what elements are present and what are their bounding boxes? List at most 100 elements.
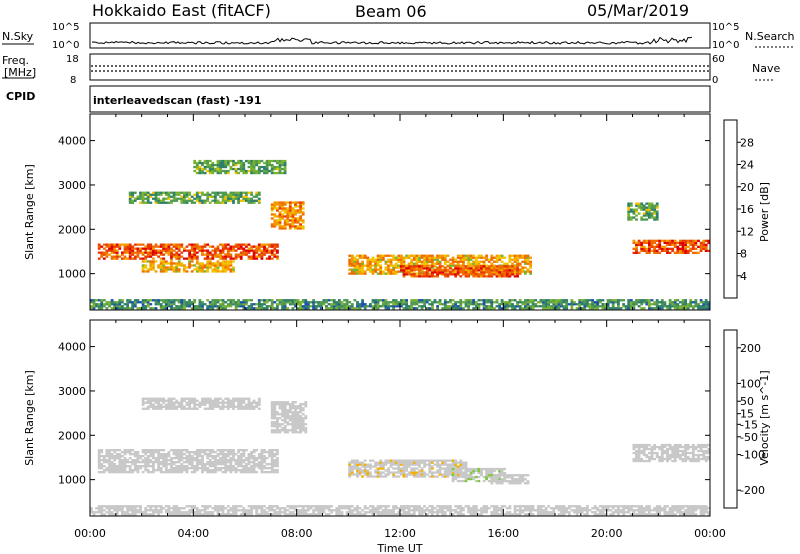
range-gate-cell <box>276 159 279 163</box>
range-gate-cell <box>697 443 700 447</box>
range-gate-cell <box>397 264 401 267</box>
range-gate-cell <box>648 241 651 244</box>
range-gate-cell <box>431 307 434 310</box>
range-gate-cell <box>162 253 166 256</box>
range-gate-cell <box>482 256 486 259</box>
range-gate-cell <box>394 305 398 308</box>
range-gate-cell <box>425 258 429 261</box>
range-gate-cell <box>167 397 171 400</box>
range-gate-cell <box>611 301 615 304</box>
range-gate-cell <box>216 505 220 508</box>
range-gate-cell <box>467 258 470 261</box>
range-gate-cell <box>555 299 558 302</box>
range-gate-cell <box>232 268 235 271</box>
range-gate-cell <box>477 305 481 308</box>
range-gate-cell <box>198 262 202 265</box>
range-gate-cell <box>128 461 132 464</box>
range-gate-cell <box>198 451 202 454</box>
range-gate-cell <box>133 455 137 458</box>
range-gate-cell <box>363 465 367 468</box>
range-gate-cell <box>216 299 220 302</box>
range-gate-cell <box>707 305 711 308</box>
range-gate-cell <box>190 397 194 400</box>
range-gate-cell <box>139 505 142 508</box>
range-gate-cell <box>663 241 667 244</box>
range-gate-cell <box>361 469 364 472</box>
range-gate-cell <box>188 403 191 406</box>
range-gate-cell <box>518 476 522 479</box>
range-gate-cell <box>224 266 228 269</box>
range-gate-cell <box>162 247 166 250</box>
range-gate-cell <box>115 245 119 248</box>
range-gate-cell <box>402 273 406 276</box>
range-gate-cell <box>265 243 269 246</box>
range-gate-cell <box>402 473 406 476</box>
range-gate-cell <box>175 270 179 273</box>
range-gate-cell <box>172 513 176 516</box>
range-gate-cell <box>655 251 659 254</box>
range-gate-cell <box>229 165 233 169</box>
range-gate-cell <box>203 201 207 204</box>
range-gate-cell <box>152 511 155 514</box>
range-gate-cell <box>384 461 388 464</box>
range-gate-cell <box>451 269 455 272</box>
range-gate-cell <box>299 205 302 208</box>
range-gate-cell <box>425 463 429 466</box>
range-gate-cell <box>188 299 191 302</box>
range-gate-cell <box>232 513 235 516</box>
range-gate-cell <box>487 301 491 304</box>
range-gate-cell <box>635 247 638 250</box>
range-gate-cell <box>547 299 550 302</box>
range-gate-cell <box>376 256 380 259</box>
range-gate-cell <box>562 307 566 310</box>
range-gate-cell <box>498 258 501 261</box>
range-gate-cell <box>177 471 181 474</box>
range-gate-cell <box>257 245 261 248</box>
range-gate-cell <box>286 431 290 434</box>
range-gate-cell <box>180 507 184 510</box>
range-gate-cell <box>681 243 685 246</box>
range-gate-cell <box>268 169 271 173</box>
range-gate-cell <box>369 463 372 466</box>
range-gate-cell <box>653 218 656 221</box>
range-gate-cell <box>180 397 184 400</box>
range-gate-cell <box>642 241 646 244</box>
range-gate-cell <box>286 415 290 418</box>
range-gate-cell <box>658 241 662 244</box>
range-gate-cell <box>392 256 395 259</box>
range-gate-cell <box>113 469 117 472</box>
range-gate-cell <box>273 411 277 414</box>
range-gate-cell <box>456 273 460 276</box>
range-gate-cell <box>438 262 442 265</box>
range-gate-cell <box>183 461 186 464</box>
range-gate-cell <box>175 245 179 248</box>
range-gate-cell <box>229 270 233 273</box>
range-gate-cell <box>278 423 282 426</box>
range-gate-cell <box>229 403 233 406</box>
range-gate-cell <box>198 247 202 250</box>
range-gate-cell <box>480 467 483 471</box>
range-gate-cell <box>278 417 282 420</box>
range-gate-cell <box>684 251 687 254</box>
range-gate-cell <box>239 243 243 246</box>
range-gate-cell <box>245 197 248 200</box>
range-gate-cell <box>410 260 414 263</box>
range-gate-cell <box>146 465 150 468</box>
range-gate-cell <box>206 469 210 472</box>
range-gate-cell <box>681 251 685 254</box>
range-gate-cell <box>371 475 375 478</box>
range-gate-cell <box>167 505 171 508</box>
range-gate-cell <box>183 469 186 472</box>
range-gate-cell <box>557 305 561 308</box>
range-gate-cell <box>459 269 463 272</box>
range-gate-cell <box>358 268 362 271</box>
range-gate-cell <box>154 270 158 273</box>
range-gate-cell <box>234 243 238 246</box>
range-gate-cell <box>518 480 522 483</box>
range-gate-cell <box>301 413 305 416</box>
range-gate-cell <box>229 453 233 456</box>
range-gate-cell <box>136 451 140 454</box>
range-gate-cell <box>270 429 274 432</box>
range-gate-cell <box>237 161 240 165</box>
range-gate-cell <box>224 260 228 263</box>
